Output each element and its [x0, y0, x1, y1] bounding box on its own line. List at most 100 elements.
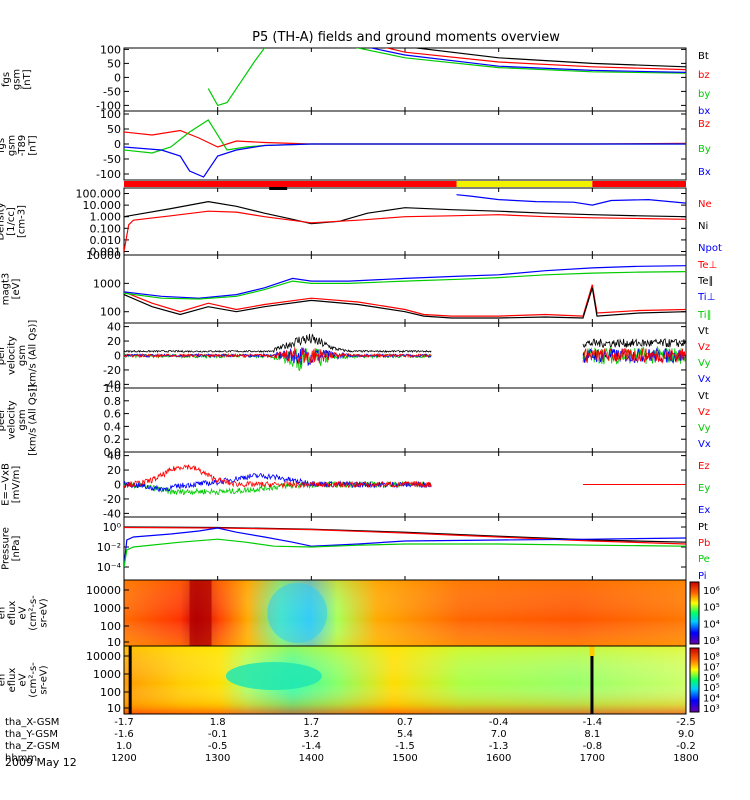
ylabel-line: gsm: [7, 135, 18, 156]
ylabel-line: [km/s (All Qs)]: [28, 320, 39, 392]
colorbar-tick-label: 10⁶: [703, 673, 720, 684]
legend-Pe: Pe: [698, 554, 710, 565]
ylabel-line: gsm: [12, 69, 23, 90]
ylabel-line: -T89: [17, 135, 28, 157]
ephem-value: -0.2: [676, 741, 696, 752]
colorbar-tick-label: 10³: [703, 636, 720, 647]
noise-vz: [582, 347, 686, 364]
legend-Vt: Vt: [698, 391, 709, 402]
legend-Vx: Vx: [698, 374, 711, 385]
peer_spectrogram-frame: [123, 645, 687, 715]
y-tick-label: 10000: [86, 584, 121, 597]
series-Pi: [124, 527, 686, 568]
y-tick-label: 40: [107, 321, 121, 334]
heat-blob: [225, 662, 322, 690]
series-bz: [384, 48, 686, 71]
ephem-value: 3.2: [303, 729, 319, 740]
y-tick-label: 0.4: [104, 420, 122, 433]
ylabel-line: eflux: [7, 668, 18, 693]
ylabel-line: peir: [0, 345, 7, 365]
series-bx: [368, 48, 686, 73]
ephem-value: 9.0: [678, 729, 694, 740]
y-tick-label: 50: [107, 123, 121, 136]
efield-series: [124, 464, 686, 496]
efield-ylabel: E=−VxB[mV/m]: [1, 463, 23, 506]
ylabel-line: E=−VxB: [1, 463, 12, 506]
ylabel-line: fgs: [1, 72, 12, 87]
temperature-ylabel: magt3[eV]: [1, 273, 23, 306]
y-tick-label: 100: [100, 620, 121, 633]
ylabel-line: magt3: [1, 273, 12, 306]
legend-Bz: Bz: [698, 119, 710, 130]
y-tick-label: 1000: [93, 668, 121, 681]
peir_velocity-series: [124, 333, 686, 371]
plot-title: P5 (TH-A) fields and ground moments over…: [252, 30, 560, 45]
colorbar-tick-label: 10⁵: [703, 603, 720, 614]
y-tick-label: 10.000: [83, 199, 122, 212]
ephem-value: -1.4: [302, 741, 322, 752]
ylabel-line: [1/cc]: [6, 207, 17, 236]
ylabel-line: Density: [0, 202, 7, 240]
y-tick-label: 40: [107, 450, 121, 463]
temperature-series: [124, 265, 686, 319]
series-Ti∥: [124, 271, 686, 300]
ephem-row-label: hhmm: [5, 753, 37, 764]
pressure-frame: [123, 516, 687, 581]
legend-Ti⊥: Ti⊥: [697, 292, 715, 303]
colorbar-tick-label: 10³: [703, 704, 720, 715]
ylabel-line: gsm: [17, 345, 28, 366]
density-series: [124, 194, 686, 252]
y-tick-label: -100: [96, 99, 121, 112]
y-tick-label: -40: [103, 378, 121, 391]
y-tick-label: 0.2: [104, 433, 122, 446]
ylabel-line: en: [0, 607, 8, 620]
legend-Ey: Ey: [698, 483, 710, 494]
noise-ex: [124, 472, 432, 493]
y-tick-label: 10⁰: [103, 521, 122, 534]
series-Bt: [411, 48, 686, 68]
series-By: [124, 119, 686, 154]
ephem-value: 1400: [299, 753, 324, 764]
y-tick-label: 0.8: [104, 395, 122, 408]
fgs-series: [207, 48, 686, 107]
heat-spike: [590, 650, 594, 714]
legend-Ex: Ex: [698, 505, 710, 516]
colorbar-tick-label: 10⁴: [703, 619, 720, 630]
density-frame: [123, 187, 687, 256]
ylabel-line: gsm: [17, 409, 28, 430]
y-tick-label: 0: [114, 71, 121, 84]
heat-gap: [128, 646, 132, 714]
fgs_detrended-ylabel: thafgsgsm-T89[nT]: [0, 135, 39, 157]
date-label: 2009 May 12: [5, 756, 77, 769]
peer_spectrogram-heat-shade: [124, 646, 686, 714]
y-tick-label: 10: [107, 636, 121, 649]
ephem-value: -0.5: [208, 741, 228, 752]
ylabel-line: eV: [18, 606, 29, 619]
y-tick-label: 0.001: [90, 246, 122, 259]
colorbar-tick-label: 10⁶: [703, 586, 720, 597]
y-tick-label: 100: [100, 108, 121, 121]
ylabel-line: fgs: [0, 138, 7, 153]
ephem-value: 0.7: [397, 717, 413, 728]
y-tick-label: 10⁻⁴: [97, 561, 122, 574]
y-tick-label: 0.010: [90, 234, 122, 247]
y-tick-label: 100: [100, 43, 121, 56]
y-tick-label: 0: [114, 138, 121, 151]
colorbar-tick-label: 10⁴: [703, 694, 720, 705]
ephem-value: 1500: [392, 753, 417, 764]
y-tick-label: 1000: [93, 602, 121, 615]
heat-band: [189, 580, 212, 646]
pressure-ylabel: Pressure[nPa]: [1, 527, 23, 570]
series-Te∥: [124, 287, 686, 319]
legend-Te⊥: Te⊥: [697, 260, 717, 271]
ephem-value: 1800: [673, 753, 698, 764]
ephem-value: -1.4: [583, 717, 603, 728]
y-tick-label: 0.6: [104, 408, 122, 421]
ylabel-line: [km/s (All Qs)]: [28, 384, 39, 456]
legend-Te∥: Te∥: [697, 276, 714, 287]
legend-Ne: Ne: [698, 199, 712, 210]
legend-Ez: Ez: [698, 461, 710, 472]
ylabel-line: [nT]: [28, 135, 39, 155]
legend-Vz: Vz: [698, 342, 710, 353]
